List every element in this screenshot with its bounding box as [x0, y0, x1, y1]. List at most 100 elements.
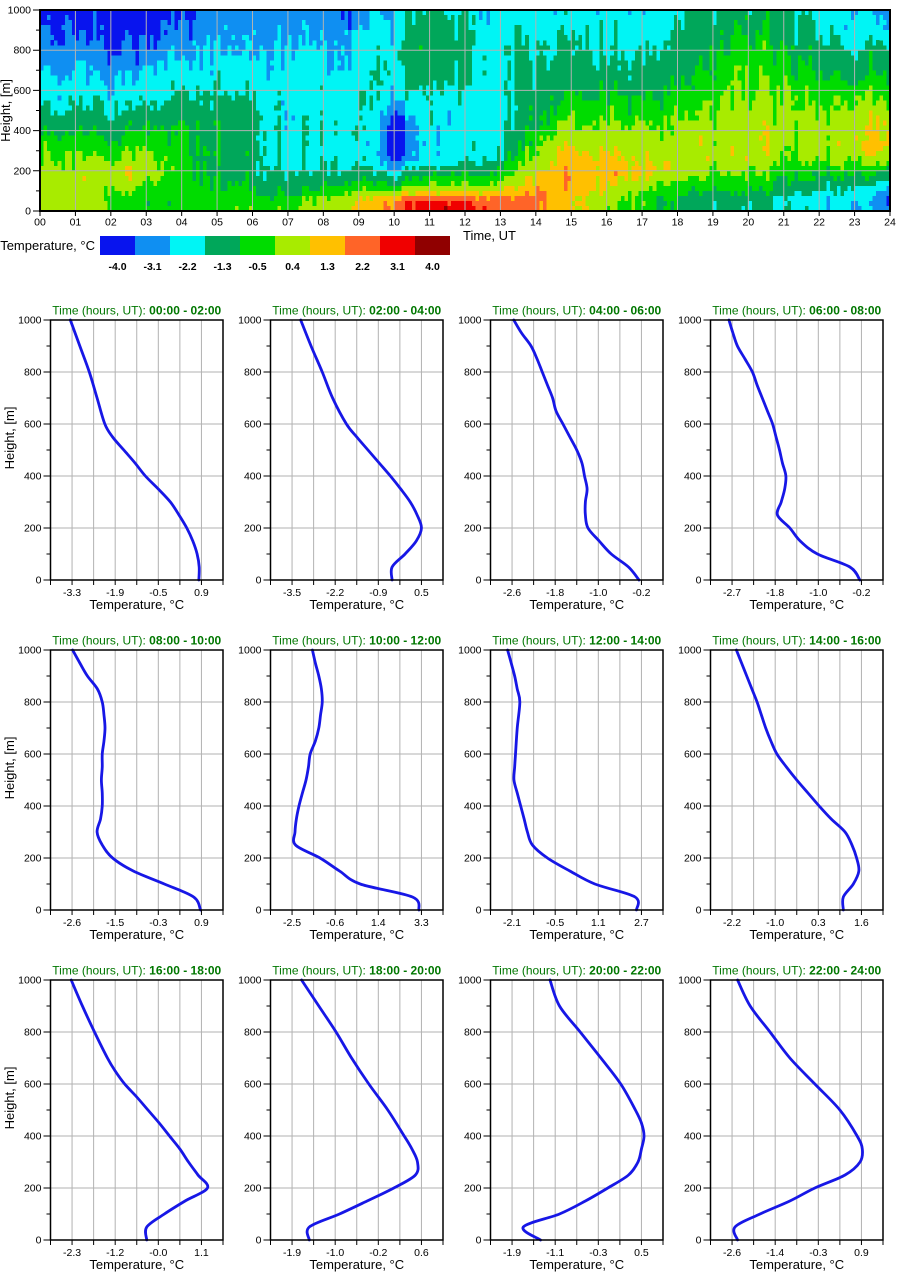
svg-text:12: 12: [459, 217, 471, 229]
svg-text:-0.5: -0.5: [149, 587, 167, 599]
svg-text:Temperature, °C: Temperature, °C: [529, 1257, 624, 1272]
svg-text:200: 200: [464, 523, 482, 535]
svg-text:Height, [m]: Height, [m]: [2, 1067, 17, 1130]
svg-text:-0.9: -0.9: [369, 587, 387, 599]
svg-text:-1.9: -1.9: [503, 1247, 521, 1259]
svg-text:17: 17: [636, 217, 648, 229]
svg-text:-3.5: -3.5: [283, 587, 301, 599]
svg-text:800: 800: [244, 697, 262, 709]
svg-text:200: 200: [13, 165, 31, 177]
svg-text:Temperature, °C: Temperature, °C: [89, 1257, 184, 1272]
svg-text:16: 16: [601, 217, 613, 229]
svg-text:-1.9: -1.9: [106, 587, 124, 599]
svg-text:Time (hours, UT): 02:00 - 04:0: Time (hours, UT): 02:00 - 04:00: [272, 304, 441, 318]
svg-text:-2.5: -2.5: [283, 917, 301, 929]
svg-text:1.6: 1.6: [854, 917, 869, 929]
svg-text:05: 05: [211, 217, 223, 229]
svg-text:200: 200: [684, 1183, 702, 1195]
svg-text:800: 800: [13, 45, 31, 57]
svg-text:1000: 1000: [238, 975, 262, 987]
svg-text:200: 200: [684, 523, 702, 535]
svg-text:21: 21: [778, 217, 790, 229]
svg-text:2.7: 2.7: [634, 917, 649, 929]
svg-text:Temperature, °C: Temperature, °C: [89, 927, 184, 942]
svg-text:0: 0: [696, 905, 702, 917]
svg-text:-1.0: -1.0: [809, 587, 827, 599]
svg-text:1.4: 1.4: [371, 917, 386, 929]
svg-text:400: 400: [684, 1131, 702, 1143]
svg-text:0: 0: [25, 206, 31, 218]
svg-text:-0.6: -0.6: [326, 917, 344, 929]
svg-text:-1.0: -1.0: [766, 917, 784, 929]
svg-text:Time (hours, UT): 12:00 - 14:0: Time (hours, UT): 12:00 - 14:00: [492, 634, 661, 648]
svg-text:600: 600: [13, 85, 31, 97]
svg-text:-1.5: -1.5: [106, 917, 124, 929]
svg-text:0.5: 0.5: [634, 1247, 649, 1259]
svg-text:800: 800: [24, 367, 42, 379]
svg-text:-0.2: -0.2: [632, 587, 650, 599]
svg-text:-0.3: -0.3: [149, 917, 167, 929]
svg-text:Temperature, °C: Temperature, °C: [749, 927, 844, 942]
svg-text:23: 23: [849, 217, 861, 229]
svg-text:Temperature, °C: Temperature, °C: [749, 597, 844, 612]
svg-text:0.4: 0.4: [285, 261, 300, 273]
svg-text:-0.3: -0.3: [589, 1247, 607, 1259]
svg-text:400: 400: [24, 801, 42, 813]
svg-text:1.3: 1.3: [320, 261, 335, 273]
svg-text:1.1: 1.1: [591, 917, 606, 929]
svg-text:200: 200: [244, 853, 262, 865]
svg-text:-2.2: -2.2: [326, 587, 344, 599]
svg-text:-1.2: -1.2: [106, 1247, 124, 1259]
svg-text:Temperature, °C: Temperature, °C: [529, 597, 624, 612]
svg-text:Time (hours, UT): 10:00 - 12:0: Time (hours, UT): 10:00 - 12:00: [272, 634, 441, 648]
svg-text:0.9: 0.9: [194, 587, 209, 599]
svg-text:-1.0: -1.0: [589, 587, 607, 599]
svg-text:600: 600: [244, 1079, 262, 1091]
svg-text:400: 400: [464, 1131, 482, 1143]
svg-text:800: 800: [684, 697, 702, 709]
svg-text:800: 800: [464, 1027, 482, 1039]
svg-text:-2.6: -2.6: [503, 587, 521, 599]
svg-text:400: 400: [684, 801, 702, 813]
svg-text:0: 0: [36, 905, 42, 917]
svg-text:0: 0: [256, 575, 262, 587]
svg-text:Time (hours, UT): 18:00 - 20:0: Time (hours, UT): 18:00 - 20:00: [272, 964, 441, 978]
svg-text:04: 04: [176, 217, 188, 229]
svg-text:-1.9: -1.9: [283, 1247, 301, 1259]
svg-text:Time, UT: Time, UT: [463, 228, 516, 243]
svg-text:-0.2: -0.2: [852, 587, 870, 599]
svg-text:1000: 1000: [18, 975, 42, 987]
svg-text:600: 600: [24, 1079, 42, 1091]
svg-text:0.3: 0.3: [811, 917, 826, 929]
svg-text:0: 0: [696, 575, 702, 587]
svg-text:400: 400: [464, 801, 482, 813]
svg-text:Time (hours, UT): 00:00 - 02:0: Time (hours, UT): 00:00 - 02:00: [52, 304, 221, 318]
svg-text:400: 400: [684, 471, 702, 483]
svg-text:3.1: 3.1: [390, 261, 405, 273]
svg-text:800: 800: [464, 367, 482, 379]
svg-text:0: 0: [36, 575, 42, 587]
svg-text:-0.2: -0.2: [369, 1247, 387, 1259]
svg-text:1000: 1000: [8, 5, 32, 17]
svg-text:600: 600: [464, 419, 482, 431]
svg-text:Time (hours, UT): 08:00 - 10:0: Time (hours, UT): 08:00 - 10:00: [52, 634, 221, 648]
svg-text:1000: 1000: [678, 645, 702, 657]
svg-text:600: 600: [684, 419, 702, 431]
svg-text:Temperature, °C: Temperature, °C: [89, 597, 184, 612]
svg-text:0: 0: [36, 1235, 42, 1247]
svg-text:-1.8: -1.8: [766, 587, 784, 599]
svg-text:Time (hours, UT): 22:00 - 24:0: Time (hours, UT): 22:00 - 24:00: [712, 964, 881, 978]
svg-text:800: 800: [464, 697, 482, 709]
svg-text:200: 200: [464, 853, 482, 865]
svg-text:-3.1: -3.1: [143, 261, 161, 273]
svg-text:400: 400: [244, 1131, 262, 1143]
svg-text:1000: 1000: [18, 315, 42, 327]
svg-text:Temperature, °C: Temperature, °C: [529, 927, 624, 942]
svg-text:18: 18: [672, 217, 684, 229]
svg-text:1000: 1000: [238, 645, 262, 657]
svg-text:800: 800: [684, 367, 702, 379]
svg-text:200: 200: [464, 1183, 482, 1195]
svg-text:4.0: 4.0: [425, 261, 440, 273]
svg-text:800: 800: [244, 367, 262, 379]
svg-text:-2.6: -2.6: [723, 1247, 741, 1259]
